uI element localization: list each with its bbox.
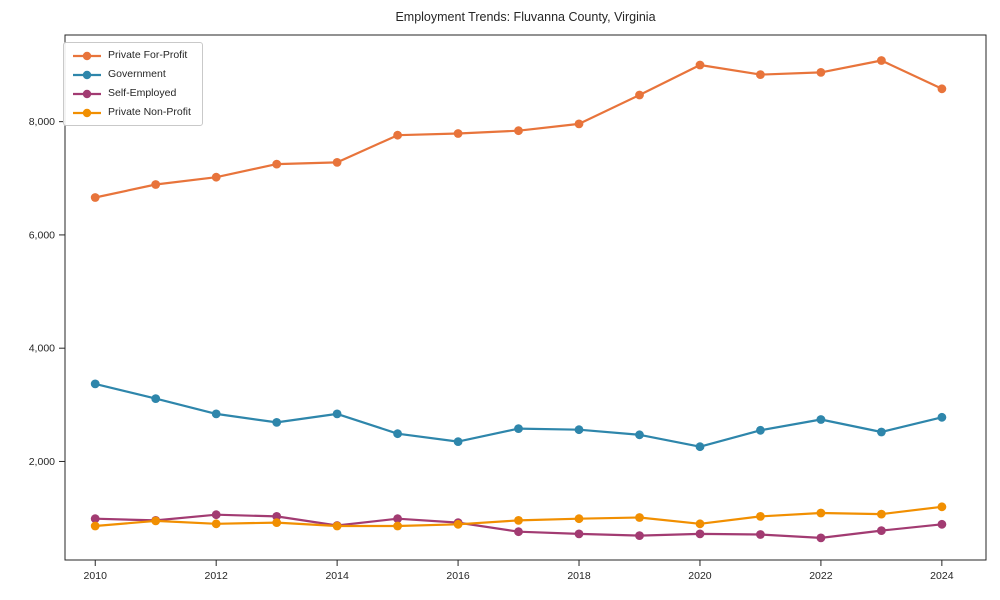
data-point <box>90 379 100 389</box>
data-point <box>756 70 765 79</box>
legend-marker-icon <box>73 89 101 98</box>
data-point <box>816 415 826 424</box>
legend-label: Private Non-Profit <box>108 106 191 119</box>
x-tick-label: 2020 <box>688 570 712 582</box>
x-tick-label: 2022 <box>809 570 833 582</box>
data-point <box>211 510 221 520</box>
legend-label: Government <box>108 68 166 81</box>
data-point <box>816 68 826 77</box>
data-point <box>816 508 826 518</box>
data-point <box>453 519 463 529</box>
data-point <box>514 126 523 136</box>
data-point <box>756 425 765 435</box>
legend-item-private-for-profit: Private For-Profit <box>64 50 202 61</box>
x-tick-label: 2018 <box>567 570 591 582</box>
data-point <box>695 442 705 452</box>
x-tick-label: 2010 <box>84 570 108 582</box>
data-point <box>453 437 463 446</box>
data-point <box>574 425 584 435</box>
data-point <box>574 529 584 539</box>
data-point <box>151 180 161 189</box>
data-point <box>393 521 402 531</box>
data-point <box>877 526 886 535</box>
legend-label: Private For-Profit <box>108 49 188 62</box>
data-point <box>937 519 947 529</box>
data-point <box>453 129 463 138</box>
data-point <box>151 394 161 403</box>
data-point <box>272 418 282 427</box>
legend-marker-icon <box>73 51 101 60</box>
data-point <box>514 516 523 525</box>
y-tick-label: 4,000 <box>29 343 55 355</box>
data-point <box>877 427 886 437</box>
data-point <box>635 430 644 440</box>
data-point <box>937 502 947 512</box>
data-point <box>514 424 523 433</box>
y-tick-label: 8,000 <box>29 116 55 128</box>
data-point <box>211 519 221 529</box>
data-point <box>211 409 221 419</box>
legend-item-government: Government <box>64 69 202 80</box>
data-point <box>272 512 282 521</box>
legend-label: Self-Employed <box>108 87 177 100</box>
data-point <box>90 193 100 202</box>
data-point <box>635 90 644 100</box>
data-point <box>90 521 100 531</box>
data-point <box>695 60 705 70</box>
data-point <box>393 429 402 439</box>
data-point <box>695 519 705 529</box>
data-point <box>272 518 282 527</box>
data-point <box>877 509 886 519</box>
data-point <box>211 172 221 182</box>
x-tick-label: 2012 <box>205 570 229 582</box>
plot-border <box>64 34 987 561</box>
data-point <box>332 409 342 419</box>
data-point <box>635 531 644 540</box>
data-point <box>393 130 402 140</box>
data-point <box>332 521 342 531</box>
data-point <box>937 84 947 94</box>
data-point <box>332 158 342 167</box>
data-point <box>816 533 826 543</box>
x-tick-label: 2014 <box>325 570 349 582</box>
legend-item-self-employed: Self-Employed <box>64 88 202 99</box>
series-line-government <box>94 382 944 448</box>
x-tick-label: 2024 <box>930 570 954 582</box>
chart-title: Employment Trends: Fluvanna County, Virg… <box>395 10 656 24</box>
legend-item-private-non-profit: Private Non-Profit <box>64 107 202 118</box>
legend-marker-icon <box>73 70 101 79</box>
data-point <box>514 527 523 537</box>
y-tick-label: 6,000 <box>29 229 55 241</box>
data-point <box>90 514 100 524</box>
data-point <box>272 159 282 169</box>
data-point <box>393 514 402 524</box>
data-point <box>635 513 644 522</box>
legend: Private For-Profit Government Self-Employe… <box>63 42 203 126</box>
data-point <box>877 56 886 65</box>
x-tick-label: 2016 <box>446 570 470 582</box>
legend-marker-icon <box>73 108 101 117</box>
data-point <box>574 514 584 524</box>
data-point <box>695 529 705 539</box>
data-point <box>937 412 947 422</box>
y-tick-label: 2,000 <box>29 456 55 468</box>
data-point <box>756 530 765 539</box>
data-point <box>756 512 765 521</box>
data-point <box>151 516 161 526</box>
data-point <box>574 119 584 129</box>
